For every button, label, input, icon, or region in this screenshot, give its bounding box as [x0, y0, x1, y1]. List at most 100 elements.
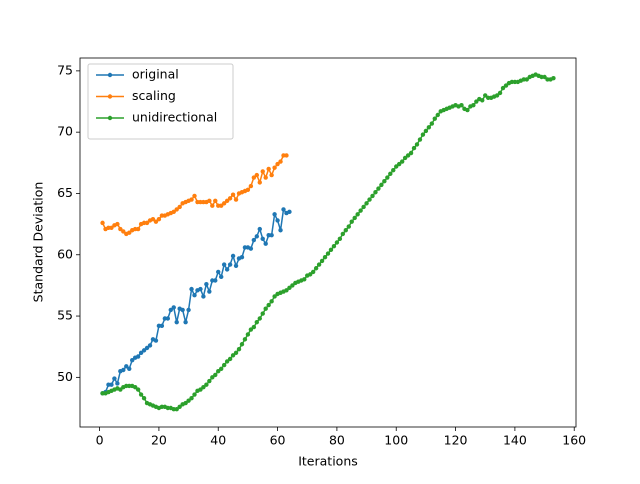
- x-tick-label: 100: [384, 433, 408, 448]
- data-point: [325, 251, 331, 256]
- data-point: [224, 198, 230, 204]
- data-point: [388, 171, 393, 177]
- x-tick-label: 40: [210, 433, 226, 448]
- data-point: [257, 180, 262, 185]
- x-axis-label: Iterations: [298, 454, 358, 469]
- data-point: [153, 338, 159, 343]
- data-point: [376, 186, 381, 191]
- data-point: [233, 350, 239, 356]
- data-point: [394, 164, 399, 169]
- data-point: [115, 381, 120, 386]
- data-point: [224, 267, 230, 272]
- data-point: [207, 378, 212, 384]
- legend-marker: [107, 94, 113, 99]
- data-point: [165, 316, 171, 321]
- data-point: [204, 281, 209, 287]
- legend-box: [87, 63, 234, 140]
- data-point: [275, 161, 280, 167]
- data-point: [248, 327, 254, 332]
- legend-label: original: [132, 67, 179, 82]
- data-point: [349, 219, 354, 224]
- data-point: [373, 190, 378, 195]
- data-point: [361, 204, 366, 210]
- data-point: [417, 137, 423, 142]
- y-tick-label: 65: [57, 185, 73, 200]
- series-line: [102, 207, 290, 394]
- data-point: [135, 354, 141, 359]
- data-point: [414, 142, 420, 147]
- data-point: [287, 285, 292, 291]
- y-tick-label: 75: [57, 62, 73, 77]
- data-point: [118, 226, 123, 232]
- data-point: [358, 208, 363, 213]
- data-point: [313, 266, 319, 271]
- data-point: [207, 198, 212, 204]
- data-point: [135, 387, 141, 392]
- data-point: [150, 217, 156, 222]
- data-point: [287, 209, 292, 215]
- data-point: [382, 179, 387, 184]
- data-point: [186, 398, 191, 403]
- data-point: [171, 209, 176, 215]
- data-point: [343, 228, 348, 233]
- data-point: [168, 307, 173, 313]
- data-point: [216, 369, 221, 374]
- data-point: [192, 293, 197, 298]
- y-tick-label: 70: [57, 124, 73, 139]
- data-point: [408, 150, 414, 156]
- data-point: [551, 76, 556, 81]
- data-point: [423, 128, 429, 134]
- data-point: [147, 343, 153, 348]
- y-tick-label: 60: [57, 246, 73, 261]
- data-point: [480, 98, 485, 103]
- legend-label: scaling: [132, 88, 176, 103]
- data-point: [316, 262, 322, 267]
- data-point: [213, 278, 218, 283]
- data-point: [355, 212, 360, 217]
- plot-frame: [79, 57, 577, 428]
- data-point: [248, 246, 254, 251]
- data-point: [245, 332, 251, 337]
- data-point: [284, 288, 289, 293]
- data-point: [233, 197, 239, 202]
- data-point: [239, 255, 245, 260]
- data-point: [242, 337, 248, 342]
- x-tick-label: 140: [503, 433, 527, 448]
- data-point: [302, 277, 307, 282]
- data-point: [432, 116, 437, 121]
- data-point: [352, 215, 357, 221]
- data-point: [399, 159, 405, 164]
- data-point: [227, 356, 233, 362]
- data-point: [219, 366, 224, 371]
- data-point: [402, 155, 408, 161]
- data-point: [364, 201, 369, 206]
- data-point: [201, 384, 206, 390]
- data-point: [141, 348, 147, 353]
- data-point: [459, 102, 464, 108]
- data-point: [411, 145, 417, 151]
- data-point: [471, 102, 476, 108]
- data-point: [189, 197, 194, 202]
- data-point: [391, 167, 396, 173]
- data-point: [337, 236, 343, 242]
- data-point: [138, 350, 144, 356]
- data-point: [483, 93, 488, 98]
- data-point: [230, 353, 236, 358]
- data-point: [334, 240, 340, 245]
- data-point: [192, 193, 197, 199]
- data-point: [201, 294, 206, 299]
- data-point: [219, 274, 224, 280]
- data-point: [420, 132, 426, 137]
- x-tick-label: 0: [96, 433, 104, 448]
- y-tick-label: 55: [57, 308, 73, 323]
- data-point: [542, 74, 547, 80]
- data-point: [251, 324, 257, 330]
- data-point: [198, 387, 203, 392]
- data-point: [429, 121, 435, 126]
- data-point: [370, 193, 375, 199]
- data-point: [130, 357, 135, 363]
- data-point: [100, 220, 105, 226]
- x-tick-label: 120: [444, 433, 468, 448]
- data-point: [308, 272, 313, 277]
